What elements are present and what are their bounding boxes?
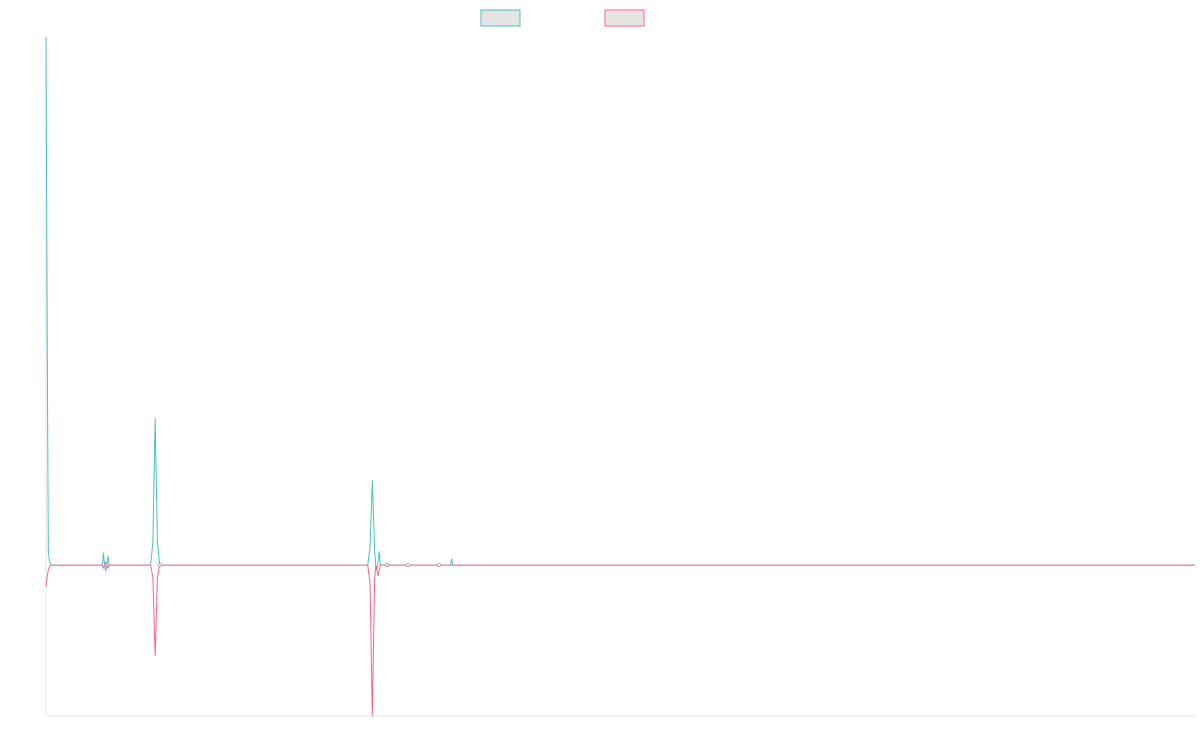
axes xyxy=(45,37,1195,717)
data-point-marker xyxy=(405,563,410,568)
data-point-marker xyxy=(385,563,390,568)
data-point-marker xyxy=(157,563,162,568)
data-point-marker xyxy=(436,563,441,568)
legend[interactable] xyxy=(480,9,645,27)
series-markers xyxy=(157,563,441,568)
series-lines xyxy=(45,36,1195,717)
legend-item-series-1[interactable] xyxy=(480,9,521,27)
series-2-line xyxy=(45,561,1195,717)
series-1-line xyxy=(45,36,1195,572)
legend-item-series-2[interactable] xyxy=(604,9,645,27)
